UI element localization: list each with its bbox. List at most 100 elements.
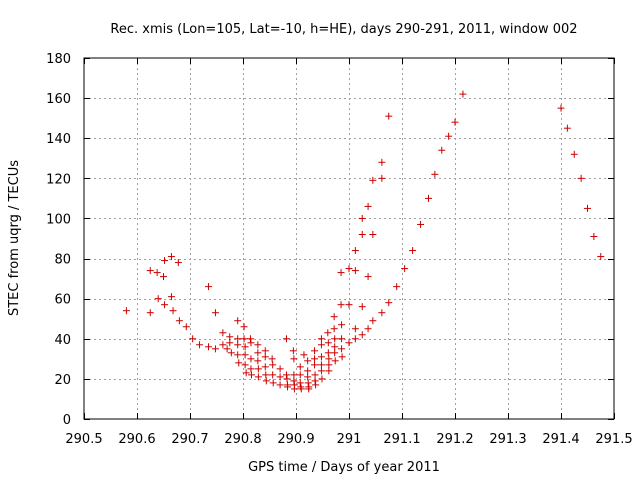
data-point (338, 345, 346, 353)
data-point (317, 341, 325, 349)
data-point (211, 309, 219, 317)
data-point (417, 220, 425, 228)
data-point (325, 361, 333, 369)
data-point (254, 373, 262, 381)
data-point (234, 317, 242, 325)
data-point (227, 349, 235, 357)
data-point (345, 265, 353, 273)
x-tick-label: 290.6 (118, 432, 155, 447)
data-point (311, 361, 319, 369)
data-point (369, 317, 377, 325)
x-tick-label: 290.5 (65, 432, 102, 447)
data-point (351, 325, 359, 333)
y-axis-label: STEC from uqrg / TECUs (7, 160, 22, 316)
data-point (289, 347, 297, 355)
data-point (290, 355, 298, 363)
data-point (297, 385, 305, 393)
data-point (219, 341, 227, 349)
x-axis-label: GPS time / Days of year 2011 (248, 460, 440, 475)
data-point (154, 295, 162, 303)
data-point (268, 355, 276, 363)
data-point (241, 343, 249, 351)
data-point (324, 339, 332, 347)
data-point (570, 150, 578, 158)
data-point (311, 371, 319, 379)
data-point (304, 367, 312, 375)
y-tick-label: 180 (46, 52, 71, 67)
data-point (234, 351, 242, 359)
data-point (409, 247, 417, 255)
data-point (300, 351, 308, 359)
x-tick-label: 290.8 (224, 432, 261, 447)
data-point (276, 373, 284, 381)
data-point (393, 283, 401, 291)
data-point (122, 307, 130, 315)
x-tick-label: 291.5 (595, 432, 632, 447)
data-point (378, 174, 386, 182)
data-point (282, 335, 290, 343)
data-point (261, 363, 269, 371)
data-point (167, 293, 175, 301)
data-point (378, 309, 386, 317)
x-tick-label: 291.2 (436, 432, 473, 447)
data-point (338, 353, 346, 361)
data-point (331, 357, 339, 365)
data-point (304, 373, 312, 381)
grid (84, 58, 614, 419)
data-point (311, 355, 319, 363)
data-point (262, 377, 270, 385)
data-point (146, 309, 154, 317)
data-point (305, 385, 313, 393)
data-point (262, 371, 270, 379)
y-tick-label: 20 (54, 373, 71, 388)
data-point (345, 301, 353, 309)
data-point (304, 357, 312, 365)
data-point (205, 343, 213, 351)
data-point (269, 361, 277, 369)
data-point (241, 361, 249, 369)
data-point (226, 339, 234, 347)
data-point (240, 335, 248, 343)
data-point (311, 377, 319, 385)
data-point (364, 202, 372, 210)
data-point (338, 335, 346, 343)
data-point (330, 313, 338, 321)
data-point (337, 269, 345, 277)
data-point (261, 353, 269, 361)
data-point (234, 335, 242, 343)
x-tick-label: 291.3 (489, 432, 526, 447)
x-tick-label: 290.7 (171, 432, 208, 447)
data-point (378, 158, 386, 166)
data-point (261, 347, 269, 355)
x-tick-label: 290.9 (277, 432, 314, 447)
data-point (325, 367, 333, 375)
data-point (146, 267, 154, 275)
data-point (296, 363, 304, 371)
data-point (254, 357, 262, 365)
data-point (331, 335, 339, 343)
chart-title: Rec. xmis (Lon=105, Lat=-10, h=HE), days… (110, 22, 577, 37)
data-point (317, 367, 325, 375)
data-point (211, 345, 219, 353)
data-point (247, 371, 255, 379)
data-point (247, 339, 255, 347)
data-point (296, 371, 304, 379)
data-point (369, 230, 377, 238)
data-point (358, 303, 366, 311)
data-point (160, 273, 167, 281)
data-point (169, 307, 177, 315)
data-point (247, 365, 255, 373)
data-point (282, 371, 290, 379)
data-point (254, 365, 262, 373)
data-point (445, 132, 453, 140)
data-point (431, 170, 439, 178)
data-point (284, 383, 292, 391)
data-point (246, 335, 254, 343)
data-point (254, 341, 262, 349)
data-point (557, 104, 565, 112)
data-point (401, 265, 409, 273)
data-point (205, 283, 213, 291)
y-tick-label: 140 (46, 132, 71, 147)
data-point (358, 331, 366, 339)
data-point (167, 253, 175, 261)
